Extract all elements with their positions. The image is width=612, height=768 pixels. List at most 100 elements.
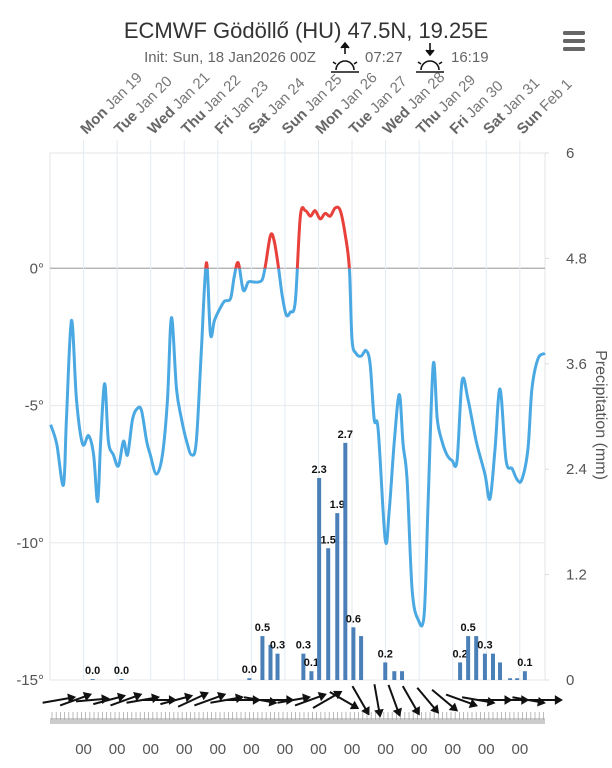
- wind-arrow: [194, 692, 227, 707]
- hour-label: 00: [142, 741, 159, 758]
- time-strip: [50, 718, 545, 724]
- y2-tick-label: 1.2: [566, 567, 587, 584]
- precip-bar: [466, 636, 471, 680]
- wind-arrow: [373, 684, 384, 718]
- sunset-time: 16:19: [451, 49, 489, 66]
- precip-label: 0.0: [242, 664, 257, 676]
- hour-label: 00: [377, 741, 394, 758]
- hour-label: 00: [75, 741, 92, 758]
- precip-bar: [392, 671, 397, 680]
- wind-head: [374, 708, 384, 718]
- precip-bar: [490, 653, 495, 680]
- precip-bar: [247, 678, 252, 680]
- wind-head: [199, 691, 209, 701]
- wind-head: [361, 706, 370, 716]
- sunrise-time: 07:27: [365, 49, 403, 66]
- wind-arrow: [177, 691, 209, 708]
- y-tick-label: 0°: [30, 260, 44, 277]
- hour-label: 00: [511, 741, 528, 758]
- precip-bar: [309, 671, 314, 680]
- wind-head: [448, 702, 459, 712]
- precip-bar: [383, 662, 388, 680]
- wind-arrow: [277, 693, 311, 704]
- y2-tick-label: 2.4: [566, 461, 587, 478]
- wind-arrow: [59, 692, 93, 707]
- precip-bar: [498, 662, 503, 680]
- precip-bar: [458, 662, 463, 680]
- hour-label: 00: [277, 741, 294, 758]
- precip-label: 0.5: [461, 622, 476, 634]
- precip-bar: [317, 477, 322, 680]
- wind-head: [116, 692, 127, 703]
- wind-arrow: [42, 693, 77, 704]
- wind-head: [82, 692, 93, 702]
- wind-head: [554, 695, 563, 705]
- precip-bar: [90, 679, 95, 680]
- wind-head: [349, 700, 360, 710]
- hour-label: 00: [478, 741, 495, 758]
- y-tick-label: -15°: [16, 672, 44, 689]
- y2-axis-title: Precipitation (mm): [592, 350, 609, 480]
- precip-bar: [260, 636, 265, 680]
- precip-label: 0.0: [114, 665, 129, 677]
- precip-bar: [343, 442, 348, 680]
- precip-label: 0.6: [346, 613, 361, 625]
- hour-label: 00: [444, 741, 461, 758]
- precip-label: 0.2: [452, 648, 467, 660]
- wind-head: [133, 692, 143, 702]
- hour-label: 00: [344, 741, 361, 758]
- precip-label: 0.0: [85, 665, 100, 677]
- wind-head: [392, 707, 402, 717]
- sunrise-icon: [331, 41, 359, 73]
- precip-label: 2.7: [338, 429, 353, 441]
- chart-subtitle: Init: Sun, 18 Jan2026 00Z: [144, 49, 316, 66]
- precip-label: 0.2: [378, 648, 393, 660]
- wind-head: [411, 706, 420, 716]
- y2-tick-label: 3.6: [566, 356, 587, 373]
- wind-head: [184, 692, 194, 703]
- precip-bar: [301, 653, 306, 680]
- wind-arrow: [529, 695, 563, 705]
- precip-label: 0.5: [255, 622, 270, 634]
- hour-label: 00: [209, 741, 226, 758]
- wind-head: [302, 693, 311, 704]
- precip-label: 1.5: [321, 534, 336, 546]
- wind-arrow: [329, 691, 360, 710]
- wind-head: [332, 690, 343, 700]
- y2-tick-label: 6: [566, 145, 574, 162]
- precip-bar: [335, 513, 340, 680]
- wind-arrow: [416, 687, 440, 714]
- precip-bar: [400, 671, 405, 680]
- wind-head: [430, 704, 440, 714]
- precip-bar: [522, 671, 527, 680]
- wind-head: [317, 692, 327, 702]
- precip-label: 0.3: [477, 640, 492, 652]
- precip-bar: [326, 548, 331, 680]
- hour-label: 00: [176, 741, 193, 758]
- wind-arrow: [445, 693, 478, 708]
- hour-label: 00: [243, 741, 260, 758]
- precip-label: 0.1: [304, 657, 319, 669]
- precip-bar: [508, 678, 513, 680]
- wind-arrow: [294, 692, 327, 707]
- menu-button[interactable]: [562, 30, 586, 52]
- chart-title: ECMWF Gödöllő (HU) 47.5N, 19.25E: [124, 18, 488, 43]
- wind-arrow: [110, 692, 143, 707]
- precip-label: 0.3: [270, 640, 285, 652]
- precip-bar: [275, 653, 280, 680]
- precip-bar: [515, 678, 520, 680]
- wind-head: [468, 698, 478, 708]
- precip-bar: [351, 627, 356, 680]
- y2-tick-label: 0: [566, 672, 574, 689]
- precip-label: 0.1: [517, 657, 532, 669]
- wind-head: [217, 692, 227, 702]
- temperature-line: [49, 205, 546, 628]
- precip-label: 1.9: [330, 499, 345, 511]
- precip-bar: [268, 644, 273, 680]
- precip-bar: [359, 636, 364, 680]
- wind-arrow: [160, 692, 194, 706]
- y2-tick-label: 4.8: [566, 250, 587, 267]
- wind-arrow: [351, 685, 370, 716]
